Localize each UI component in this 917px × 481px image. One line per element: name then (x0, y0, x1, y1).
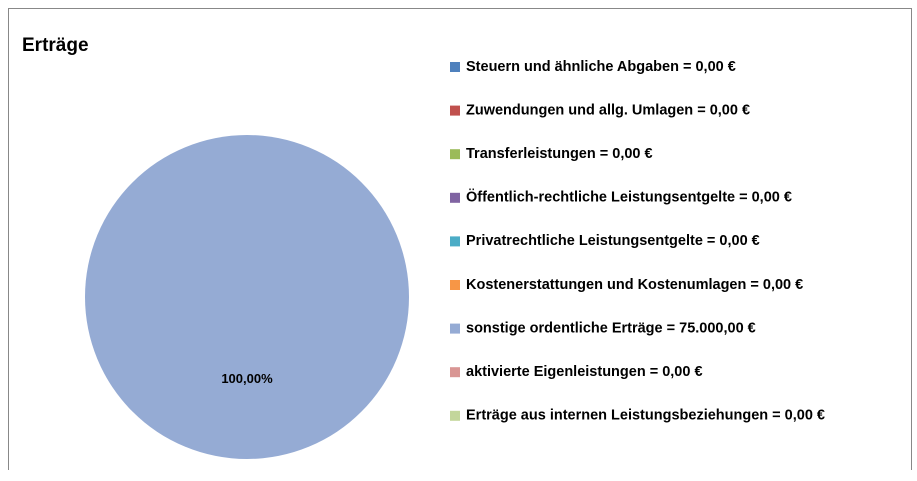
legend-swatch (450, 280, 460, 290)
legend-entry: Zuwendungen und allg. Umlagen = 0,00 € (466, 102, 750, 118)
legend-entry: Transferleistungen = 0,00 € (466, 146, 653, 162)
legend-swatch (450, 367, 460, 378)
legend-swatch (450, 149, 460, 160)
legend-swatch (450, 236, 460, 247)
data-label: 100,00% (221, 371, 273, 386)
legend-swatch (450, 410, 460, 421)
legend-swatch (450, 62, 460, 72)
legend-entry: sonstige ordentliche Erträge = 75.000,00… (466, 320, 756, 336)
legend-entry: Öffentlich-rechtliche Leistungsentgelte … (466, 189, 792, 206)
legend-entry: Erträge aus internen Leistungsbeziehunge… (466, 408, 825, 424)
legend-entry: Kostenerstattungen und Kostenumlagen = 0… (466, 277, 803, 293)
legend-swatch (450, 105, 460, 116)
legend-entry: Steuern und ähnliche Abgaben = 0,00 € (466, 59, 736, 75)
legend-entry: aktivierte Eigenleistungen = 0,00 € (466, 364, 703, 380)
legend-swatch (450, 192, 460, 203)
pie-slice (85, 135, 409, 459)
chart-frame (8, 8, 912, 470)
legend-entry: Privatrechtliche Leistungsentgelte = 0,0… (466, 233, 760, 249)
legend-swatch (450, 323, 460, 334)
chart-title: Erträge (22, 35, 89, 56)
